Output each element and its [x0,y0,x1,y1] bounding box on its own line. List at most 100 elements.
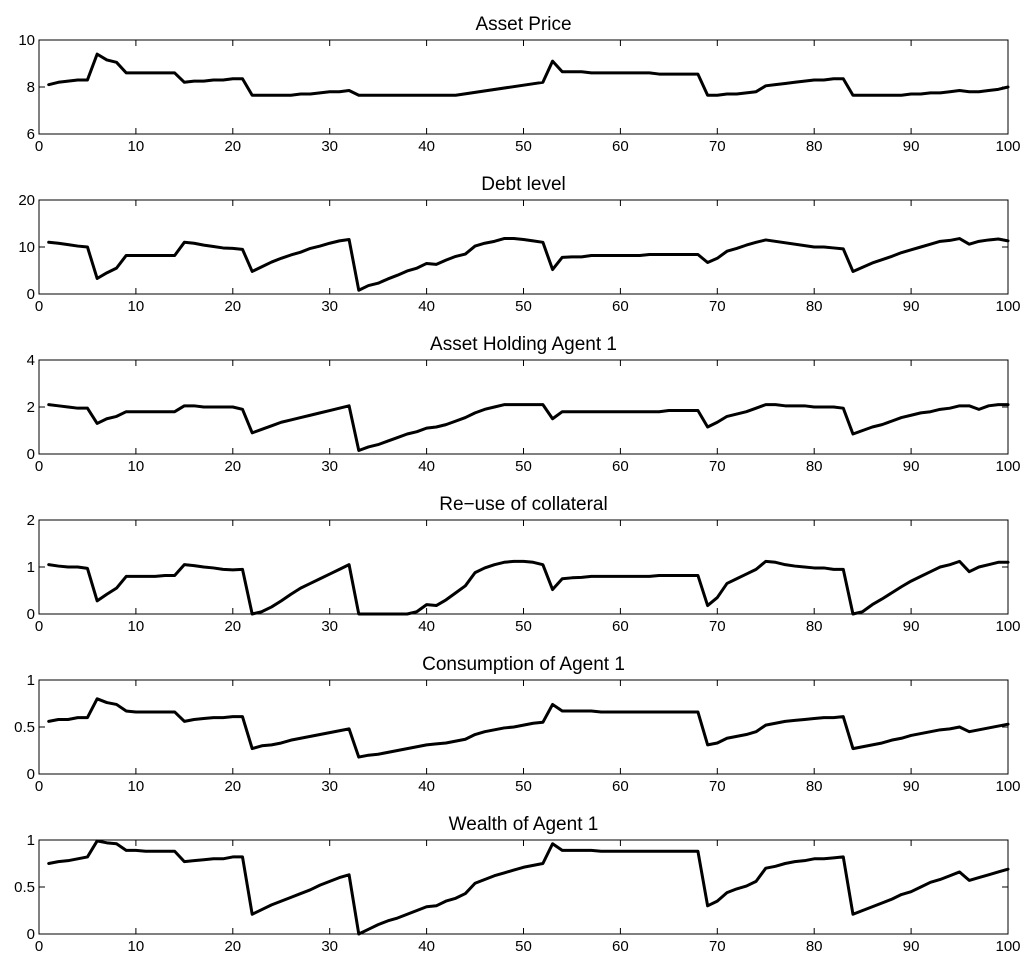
x-tick-label: 70 [709,938,726,955]
axes-frame [38,199,1009,295]
x-tick-label: 50 [515,458,532,475]
x-tick-label: 30 [321,138,338,155]
x-tick-label: 90 [903,298,920,315]
y-tick-label: 0 [27,606,35,623]
y-tick-label: 20 [18,192,35,209]
x-tick-label: 0 [35,298,43,315]
x-tick-label: 90 [903,618,920,635]
x-tick-label: 40 [418,618,435,635]
panel-title: Re−use of collateral [439,494,607,515]
x-tick-label: 50 [515,938,532,955]
x-tick-label: 20 [224,938,241,955]
x-tick-label: 100 [995,138,1020,155]
y-tick-label: 6 [27,126,35,143]
x-tick-label: 10 [128,138,145,155]
x-tick-label: 60 [612,458,629,475]
x-tick-label: 100 [995,298,1020,315]
x-tick-label: 0 [35,618,43,635]
x-tick-label: 10 [128,298,145,315]
x-tick-label: 0 [35,778,43,795]
x-tick-label: 80 [806,138,823,155]
x-tick-label: 90 [903,138,920,155]
x-tick-label: 90 [903,778,920,795]
x-tick-label: 90 [903,458,920,475]
panel-5: Consumption of Agent 10 10 20 30 40 50 60 70 80 9… [14,654,1020,795]
x-tick-label: 40 [418,298,435,315]
x-tick-label: 80 [806,458,823,475]
y-tick-label: 1 [27,672,35,689]
x-tick-label: 70 [709,458,726,475]
panel-title: Asset Holding Agent 1 [430,334,617,355]
panel-title: Wealth of Agent 1 [449,814,599,835]
axes-frame [38,839,1009,935]
panel-2: Debt level 0 10 20 30 40 50 60 70 80 90 100 0 10 20 [18,174,1020,315]
x-tick-label: 60 [612,778,629,795]
x-tick-label: 30 [321,298,338,315]
x-tick-label: 80 [806,618,823,635]
x-tick-label: 20 [224,298,241,315]
x-tick-label: 10 [128,778,145,795]
x-tick-label: 70 [709,778,726,795]
y-tick-label: 0 [27,926,35,943]
x-tick-label: 30 [321,618,338,635]
x-tick-label: 60 [612,138,629,155]
axes-frame [38,679,1009,775]
series-line [47,52,1010,97]
x-tick-label: 40 [418,938,435,955]
x-tick-label: 30 [321,938,338,955]
y-tick-label: 1 [27,832,35,849]
y-tick-label: 8 [27,79,35,96]
panel-title: Debt level [481,174,566,195]
x-tick-label: 100 [995,778,1020,795]
x-tick-label: 20 [224,618,241,635]
series-line [47,237,1010,292]
x-tick-label: 60 [612,938,629,955]
panel-title: Consumption of Agent 1 [422,654,625,675]
x-tick-label: 30 [321,458,338,475]
x-tick-label: 60 [612,618,629,635]
y-tick-label: 10 [18,239,35,256]
y-tick-label: 0.5 [14,719,35,736]
x-tick-label: 70 [709,298,726,315]
x-tick-label: 40 [418,458,435,475]
x-tick-label: 100 [995,458,1020,475]
series-line [47,839,1010,936]
x-tick-label: 80 [806,778,823,795]
y-tick-label: 1 [27,559,35,576]
x-tick-label: 50 [515,778,532,795]
y-tick-label: 0.5 [14,879,35,896]
x-tick-label: 100 [995,938,1020,955]
x-tick-label: 30 [321,778,338,795]
x-tick-label: 40 [418,138,435,155]
x-tick-label: 0 [35,458,43,475]
x-tick-label: 70 [709,138,726,155]
x-tick-label: 40 [418,778,435,795]
x-tick-label: 50 [515,298,532,315]
axes-frame [38,519,1009,615]
y-tick-label: 0 [27,286,35,303]
series-line [47,403,1010,452]
panel-6: Wealth of Agent 10 10 20 30 40 50 60 70 80 90 1000… [14,814,1020,955]
x-tick-label: 10 [128,458,145,475]
y-tick-label: 2 [27,512,35,529]
x-tick-label: 100 [995,618,1020,635]
panel-1: Asset Price 0 10 20 30 40 50 60 70 80 90 100 6 8 10 [18,14,1020,155]
x-tick-label: 10 [128,938,145,955]
x-tick-label: 80 [806,298,823,315]
y-tick-label: 2 [27,399,35,416]
x-tick-label: 0 [35,938,43,955]
x-tick-label: 70 [709,618,726,635]
panel-3: Asset Holding Agent 1 0 10 20 30 40 50 60 70 80 90… [27,334,1021,475]
x-tick-label: 60 [612,298,629,315]
y-tick-label: 4 [27,352,35,369]
x-tick-label: 20 [224,778,241,795]
y-tick-label: 0 [27,766,35,783]
series-line [47,559,1010,616]
x-tick-label: 90 [903,938,920,955]
panel-title: Asset Price [475,14,571,35]
x-tick-label: 20 [224,458,241,475]
axes-frame [38,39,1009,135]
x-tick-label: 20 [224,138,241,155]
